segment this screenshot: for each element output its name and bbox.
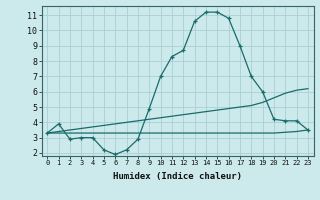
X-axis label: Humidex (Indice chaleur): Humidex (Indice chaleur) (113, 172, 242, 181)
